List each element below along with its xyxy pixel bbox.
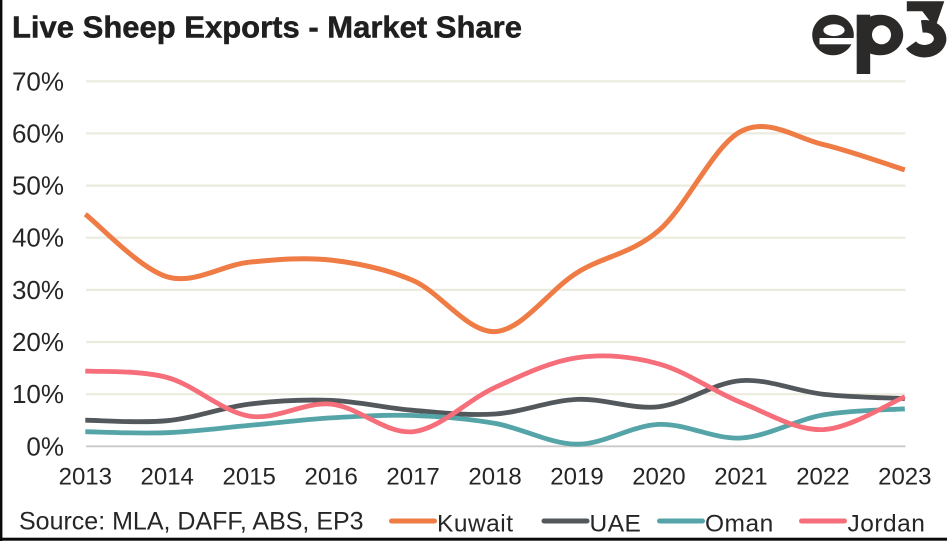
svg-text:70%: 70% <box>12 66 64 96</box>
svg-text:2021: 2021 <box>714 464 767 491</box>
svg-text:10%: 10% <box>12 379 64 409</box>
svg-text:2013: 2013 <box>59 464 112 491</box>
svg-text:20%: 20% <box>12 327 64 357</box>
svg-text:2014: 2014 <box>141 464 194 491</box>
svg-text:Oman: Oman <box>705 511 774 538</box>
svg-text:Live Sheep Exports - Market Sh: Live Sheep Exports - Market Share <box>12 10 522 45</box>
svg-text:2018: 2018 <box>468 464 521 491</box>
svg-text:Kuwait: Kuwait <box>437 511 514 538</box>
svg-text:50%: 50% <box>12 171 64 201</box>
svg-text:2019: 2019 <box>550 464 603 491</box>
svg-text:30%: 30% <box>12 275 64 305</box>
svg-text:2022: 2022 <box>796 464 849 491</box>
svg-text:2023: 2023 <box>878 464 931 491</box>
svg-text:UAE: UAE <box>590 511 642 538</box>
svg-text:2015: 2015 <box>223 464 276 491</box>
svg-text:60%: 60% <box>12 118 64 148</box>
svg-text:2020: 2020 <box>632 464 685 491</box>
svg-text:Jordan: Jordan <box>848 511 926 538</box>
svg-text:2017: 2017 <box>386 464 439 491</box>
svg-text:2016: 2016 <box>305 464 358 491</box>
svg-text:40%: 40% <box>12 223 64 253</box>
svg-text:Source: MLA, DAFF, ABS, EP3: Source: MLA, DAFF, ABS, EP3 <box>19 508 364 536</box>
svg-text:0%: 0% <box>26 431 64 461</box>
